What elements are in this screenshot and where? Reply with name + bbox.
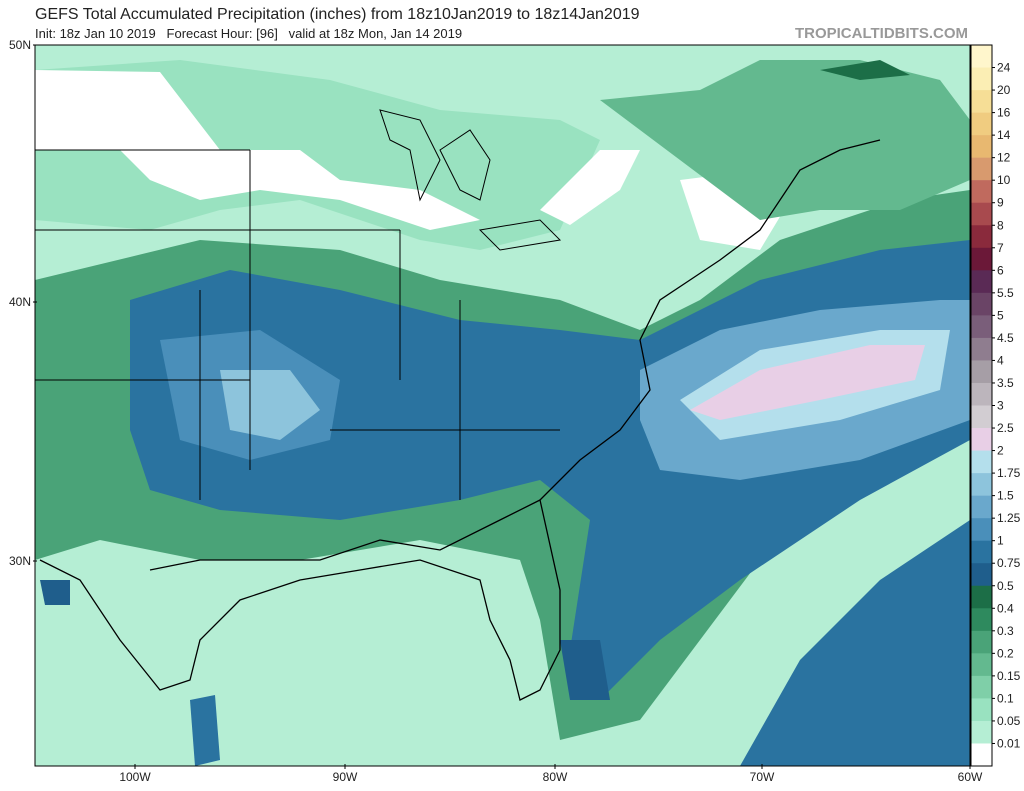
colorbar-label: 2 xyxy=(997,444,1004,458)
colorbar-label: 0.75 xyxy=(997,556,1021,570)
lon-label: 70W xyxy=(750,770,775,784)
colorbar-swatch xyxy=(971,428,992,451)
colorbar-swatch xyxy=(971,608,992,632)
colorbar-swatch xyxy=(971,518,992,541)
colorbar-swatch xyxy=(971,653,992,677)
colorbar-label: 4 xyxy=(997,353,1004,367)
colorbar-swatch xyxy=(971,585,992,609)
colorbar-swatch xyxy=(971,67,992,91)
map-field xyxy=(34,44,971,767)
colorbar-swatch xyxy=(971,157,992,181)
colorbar-label: 1.75 xyxy=(997,466,1021,480)
colorbar-label: 20 xyxy=(997,83,1011,97)
colorbar-label: 3 xyxy=(997,399,1004,413)
colorbar-label: 7 xyxy=(997,241,1004,255)
colorbar-swatch xyxy=(971,360,992,384)
colorbar-swatch xyxy=(971,112,992,136)
lon-label: 90W xyxy=(333,770,358,784)
colorbar-label: 0.2 xyxy=(997,646,1014,660)
colorbar-swatch xyxy=(971,698,992,722)
watermark: TROPICALTIDBITS.COM xyxy=(795,25,968,42)
lon-label: 100W xyxy=(119,770,151,784)
lat-label: 40N xyxy=(9,295,31,309)
colorbar-label: 8 xyxy=(997,218,1004,232)
colorbar-label: 0.1 xyxy=(997,691,1014,705)
colorbar-swatch xyxy=(971,473,992,496)
colorbar: 24 20 16 14 12 10 9 8 7 6 5.5 5 4.5 4 3.5 3 2.5 2 1.75 1.5 1… xyxy=(970,44,1021,767)
colorbar-swatch xyxy=(971,450,992,474)
colorbar-label: 5 xyxy=(997,308,1004,322)
colorbar-swatch xyxy=(971,202,992,226)
colorbar-label: 0.05 xyxy=(997,714,1021,728)
axes: 50N 40N 30N 100W 90W 80W 70W 60W xyxy=(9,38,983,784)
colorbar-label: 12 xyxy=(997,151,1011,165)
colorbar-label: 6 xyxy=(997,263,1004,277)
colorbar-swatch xyxy=(971,180,992,204)
colorbar-label: 1.25 xyxy=(997,511,1021,525)
lat-label: 30N xyxy=(9,554,31,568)
colorbar-swatch xyxy=(971,540,992,564)
colorbar-label: 14 xyxy=(997,128,1011,142)
title: GEFS Total Accumulated Precipitation (in… xyxy=(35,6,640,23)
colorbar-swatch xyxy=(971,720,992,744)
colorbar-swatch xyxy=(971,495,992,519)
colorbar-swatch xyxy=(971,247,992,271)
colorbar-label: 0.3 xyxy=(997,624,1014,638)
colorbar-label: 10 xyxy=(997,173,1011,187)
colorbar-swatch xyxy=(971,45,992,68)
colorbar-swatch xyxy=(971,135,992,158)
colorbar-label: 16 xyxy=(997,106,1011,120)
colorbar-label: 0.5 xyxy=(997,579,1014,593)
lon-label: 60W xyxy=(958,770,983,784)
lon-label: 80W xyxy=(543,770,568,784)
colorbar-label: 0.4 xyxy=(997,601,1014,615)
colorbar-label: 3.5 xyxy=(997,376,1014,390)
colorbar-label: 4.5 xyxy=(997,331,1014,345)
colorbar-swatch xyxy=(971,382,992,406)
colorbar-label: 5.5 xyxy=(997,286,1014,300)
colorbar-swatch xyxy=(971,675,992,699)
lat-label: 50N xyxy=(9,38,31,52)
colorbar-label: 0.01 xyxy=(997,736,1021,750)
colorbar-swatch xyxy=(971,270,992,294)
colorbar-swatch xyxy=(971,405,992,429)
colorbar-swatch xyxy=(971,225,992,249)
subtitle: Init: 18z Jan 10 2019 Forecast Hour: [96… xyxy=(35,26,462,41)
colorbar-label: 1 xyxy=(997,534,1004,548)
colorbar-label: 9 xyxy=(997,196,1004,210)
colorbar-swatch xyxy=(971,315,992,339)
colorbar-label: 2.5 xyxy=(997,421,1014,435)
colorbar-label: 24 xyxy=(997,61,1011,75)
colorbar-swatch xyxy=(971,292,992,316)
colorbar-swatch xyxy=(971,90,992,113)
colorbar-swatch xyxy=(971,630,992,654)
colorbar-label: 0.15 xyxy=(997,669,1021,683)
colorbar-swatch xyxy=(971,743,992,767)
colorbar-label: 1.5 xyxy=(997,489,1014,503)
colorbar-swatch xyxy=(971,337,992,361)
colorbar-swatch xyxy=(971,563,992,587)
